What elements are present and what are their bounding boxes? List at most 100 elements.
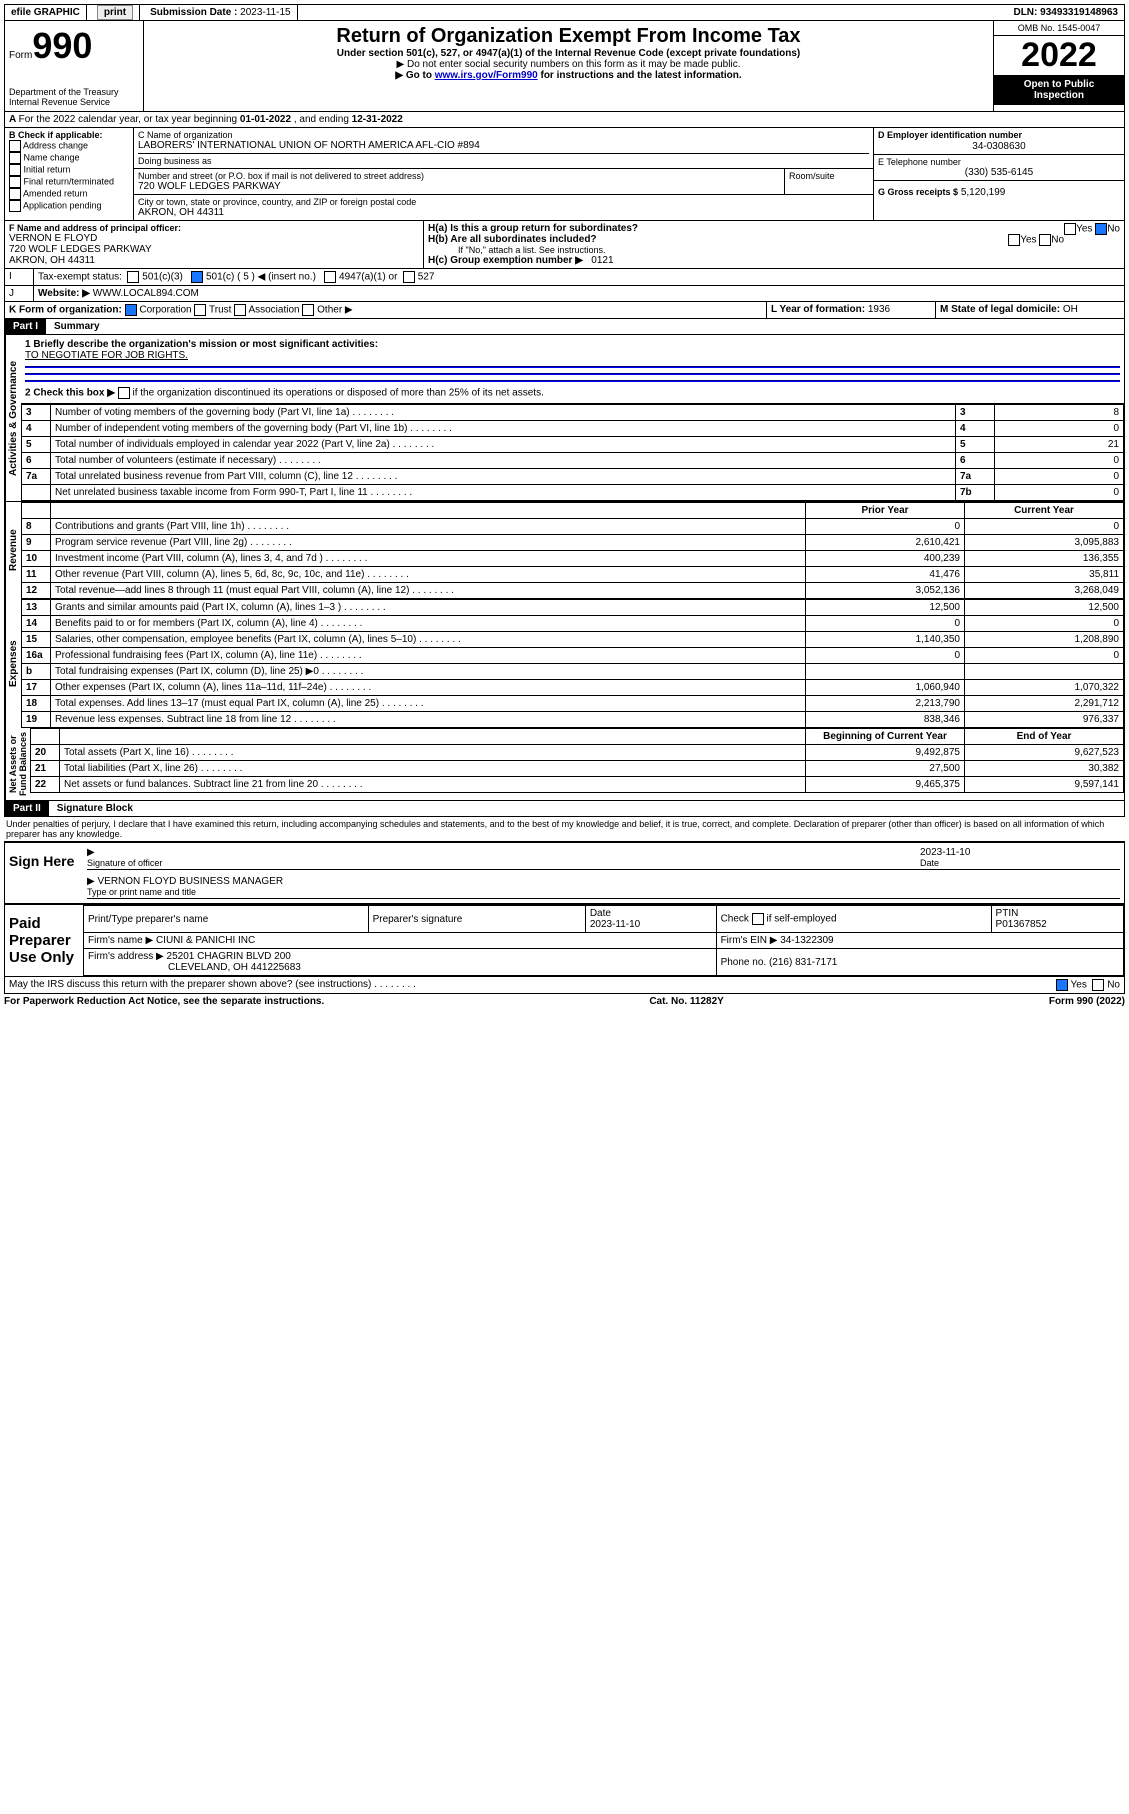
hb-no-cb[interactable]	[1039, 234, 1051, 246]
B-label: B Check if applicable:	[9, 130, 129, 140]
tax-year: 2022	[994, 36, 1124, 75]
firm-phone: (216) 831-7171	[769, 957, 837, 968]
irs: Internal Revenue Service	[9, 97, 139, 107]
b-item: Initial return	[9, 164, 129, 176]
part2-title: Signature Block	[49, 803, 133, 814]
open-inspection: Open to Public Inspection	[994, 75, 1124, 105]
summary-row: 22Net assets or fund balances. Subtract …	[31, 777, 1124, 793]
tab-expenses: Expenses	[5, 599, 21, 728]
website-label: Website: ▶	[38, 288, 90, 299]
l1a: 1 Briefly describe the organization's mi…	[25, 339, 1120, 350]
assoc-cb[interactable]	[234, 304, 246, 316]
firm-ein: 34-1322309	[780, 935, 833, 946]
Hc: H(c) Group exemption number ▶	[428, 255, 583, 266]
M-val: OH	[1063, 304, 1078, 315]
summary-row: Net unrelated business taxable income fr…	[22, 485, 1124, 501]
omb: OMB No. 1545-0047	[994, 21, 1124, 36]
summary-row: 11Other revenue (Part VIII, column (A), …	[22, 567, 1124, 583]
M-text: M State of legal domicile:	[940, 304, 1060, 315]
summary-row: 3Number of voting members of the governi…	[22, 405, 1124, 421]
I-label: I	[5, 269, 34, 285]
sig-officer-label: Signature of officer	[87, 858, 162, 868]
room-label: Room/suite	[784, 169, 873, 194]
sub3a: ▶ Go to	[395, 70, 434, 81]
corp-cb[interactable]	[125, 304, 137, 316]
c3-cb[interactable]	[127, 271, 139, 283]
trust-cb[interactable]	[194, 304, 206, 316]
dept: Department of the Treasury	[9, 87, 139, 97]
foot-m: Cat. No. 11282Y	[649, 996, 723, 1007]
summary-row: 14Benefits paid to or for members (Part …	[22, 616, 1124, 632]
arrow-icon	[87, 876, 95, 887]
city-label: City or town, state or province, country…	[138, 197, 869, 207]
tab-revenue: Revenue	[5, 502, 21, 599]
summary-row: bTotal fundraising expenses (Part IX, co…	[22, 664, 1124, 680]
top-bar: efile GRAPHIC print Submission Date : 20…	[4, 4, 1125, 21]
summary-row: 13Grants and similar amounts paid (Part …	[22, 600, 1124, 616]
J-label: J	[5, 286, 34, 301]
sub1: Under section 501(c), 527, or 4947(a)(1)…	[148, 48, 989, 59]
A-mid: , and ending	[291, 114, 352, 125]
self-emp-cb[interactable]	[752, 913, 764, 925]
firm-addr2: CLEVELAND, OH 441225683	[88, 962, 301, 973]
summary-row: 15Salaries, other compensation, employee…	[22, 632, 1124, 648]
G-label: G Gross receipts $	[878, 187, 958, 197]
foot-l: For Paperwork Reduction Act Notice, see …	[4, 996, 324, 1007]
Hb-note: If "No," attach a list. See instructions…	[428, 245, 1120, 255]
Ha: H(a) Is this a group return for subordin…	[428, 223, 638, 234]
ha-yes-cb[interactable]	[1064, 223, 1076, 235]
b-item: Final return/terminated	[9, 176, 129, 188]
summary-row: 16aProfessional fundraising fees (Part I…	[22, 648, 1124, 664]
ptin: P01367852	[996, 919, 1047, 930]
4947-cb[interactable]	[324, 271, 336, 283]
summary-row: 21Total liabilities (Part X, line 26)27,…	[31, 761, 1124, 777]
officer-addr2: AKRON, OH 44311	[9, 255, 419, 266]
irs-link[interactable]: www.irs.gov/Form990	[435, 70, 538, 81]
prep-date: 2023-11-10	[590, 919, 640, 930]
other-cb[interactable]	[302, 304, 314, 316]
summary-row: 12Total revenue—add lines 8 through 11 (…	[22, 583, 1124, 599]
print-button[interactable]: print	[97, 5, 133, 20]
discuss-text: May the IRS discuss this return with the…	[9, 979, 371, 990]
C-label: C Name of organization	[138, 130, 869, 140]
summary-row: 9Program service revenue (Part VIII, lin…	[22, 535, 1124, 551]
form-number: 990	[32, 25, 92, 66]
c5-cb[interactable]	[191, 271, 203, 283]
part1-label: Part I	[5, 319, 46, 334]
summary-row: 7aTotal unrelated business revenue from …	[22, 469, 1124, 485]
prep-name-h: Print/Type preparer's name	[84, 906, 369, 933]
tab-activities: Activities & Governance	[5, 335, 21, 501]
city: AKRON, OH 44311	[138, 207, 869, 218]
discuss-yes-cb[interactable]	[1056, 979, 1068, 991]
D-label: D Employer identification number	[878, 130, 1022, 140]
type-name-label: Type or print name and title	[87, 887, 196, 897]
summary-row: 8Contributions and grants (Part VIII, li…	[22, 519, 1124, 535]
A-begin: 01-01-2022	[240, 114, 291, 125]
F-label: F Name and address of principal officer:	[9, 223, 419, 233]
hb-yes-cb[interactable]	[1008, 234, 1020, 246]
summary-row: 18Total expenses. Add lines 13–17 (must …	[22, 696, 1124, 712]
mission: TO NEGOTIATE FOR JOB RIGHTS.	[25, 350, 1120, 361]
Hc-val: 0121	[591, 255, 613, 266]
tax-exempt: Tax-exempt status:	[38, 272, 122, 283]
arrow-icon	[87, 847, 95, 858]
527-cb[interactable]	[403, 271, 415, 283]
foot-r: Form 990 (2022)	[1049, 996, 1125, 1007]
summary-row: 6Total number of volunteers (estimate if…	[22, 453, 1124, 469]
form-title: Return of Organization Exempt From Incom…	[148, 25, 989, 48]
summary-row: 19Revenue less expenses. Subtract line 1…	[22, 712, 1124, 728]
l2-cb[interactable]	[118, 387, 130, 399]
b-item: Name change	[9, 152, 129, 164]
officer-name: VERNON E FLOYD	[9, 233, 419, 244]
discuss-no-cb[interactable]	[1092, 979, 1104, 991]
sub-date-label: Submission Date :	[150, 7, 237, 18]
officer-typed: VERNON FLOYD BUSINESS MANAGER	[97, 876, 283, 887]
street: 720 WOLF LEDGES PARKWAY	[138, 181, 780, 192]
website: WWW.LOCAL894.COM	[93, 288, 199, 299]
org-name: LABORERS' INTERNATIONAL UNION OF NORTH A…	[138, 140, 869, 151]
sub2: ▶ Do not enter social security numbers o…	[148, 59, 989, 70]
A-text: For the 2022 calendar year, or tax year …	[19, 114, 240, 125]
gross-receipts: 5,120,199	[961, 187, 1006, 198]
ha-no-cb[interactable]	[1095, 223, 1107, 235]
L-text: L Year of formation:	[771, 304, 865, 315]
